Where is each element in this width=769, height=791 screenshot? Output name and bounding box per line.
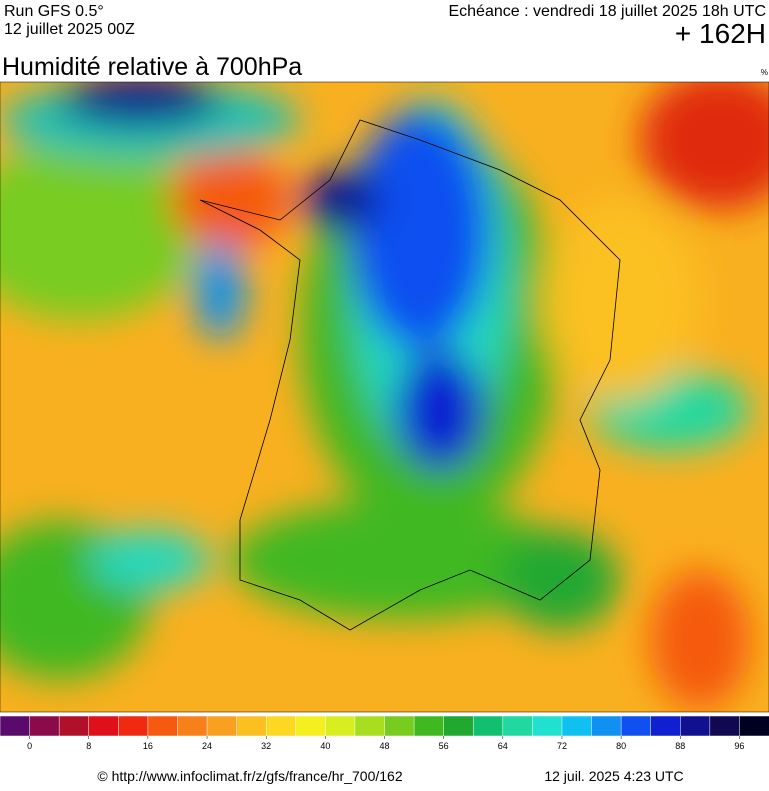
legend-swatch xyxy=(0,715,31,737)
legend-tick-label: 16 xyxy=(143,741,153,751)
legend-tick-label: 0 xyxy=(27,741,32,751)
color-legend: 0 8 16 24 32 40 48 56 64 72 80 88 96 xyxy=(0,715,769,751)
humidity-field xyxy=(0,82,769,712)
legend-swatch xyxy=(147,715,179,737)
legend-tick-label: 80 xyxy=(616,741,626,751)
legend-swatch xyxy=(354,715,386,737)
unit: % xyxy=(761,68,768,77)
legend-tick-label: 40 xyxy=(320,741,330,751)
timestamp: 12 juil. 2025 4:23 UTC xyxy=(544,768,683,784)
legend-swatch xyxy=(680,715,711,737)
source-url: © http://www.infoclimat.fr/z/gfs/france/… xyxy=(97,768,402,784)
legend-swatch xyxy=(29,715,60,737)
legend-swatch xyxy=(325,715,356,737)
legend-swatch xyxy=(265,715,297,737)
legend-swatch xyxy=(739,715,769,737)
run-date: 12 juillet 2025 00Z xyxy=(4,21,135,38)
legend-swatch xyxy=(472,715,504,737)
echeance: Echéance : vendredi 18 juillet 2025 18h … xyxy=(448,3,766,20)
legend-tick-label: 32 xyxy=(261,741,271,751)
map-title: Humidité relative à 700hPa xyxy=(2,53,302,81)
legend-swatch xyxy=(58,715,90,737)
legend-swatch xyxy=(561,715,593,737)
legend-swatch xyxy=(295,715,327,737)
lead-time: + 162H xyxy=(675,18,766,49)
legend-tick-label: 48 xyxy=(379,741,389,751)
legend-swatch xyxy=(650,715,682,737)
legend-tick-label: 56 xyxy=(439,741,449,751)
legend-swatch xyxy=(620,715,652,737)
legend-tick-label: 24 xyxy=(202,741,212,751)
legend-swatch xyxy=(443,715,474,737)
map-frame xyxy=(0,81,769,713)
legend-swatch xyxy=(118,715,149,737)
legend-tick-label: 8 xyxy=(86,741,91,751)
legend-swatch xyxy=(206,715,238,737)
legend-tick-label: 72 xyxy=(557,741,567,751)
legend-swatch xyxy=(709,715,741,737)
run-label: Run GFS 0.5° xyxy=(4,3,104,20)
legend-swatch xyxy=(532,715,563,737)
legend-tick-label: 96 xyxy=(734,741,744,751)
legend-swatch xyxy=(413,715,445,737)
legend-swatch xyxy=(236,715,267,737)
legend-swatch xyxy=(591,715,622,737)
legend-swatch xyxy=(502,715,534,737)
legend-tick-label: 88 xyxy=(675,741,685,751)
legend-swatch xyxy=(384,715,415,737)
legend-swatch xyxy=(88,715,120,737)
legend-swatch xyxy=(177,715,208,737)
france-border xyxy=(199,119,621,631)
legend-tick-label: 64 xyxy=(498,741,508,751)
